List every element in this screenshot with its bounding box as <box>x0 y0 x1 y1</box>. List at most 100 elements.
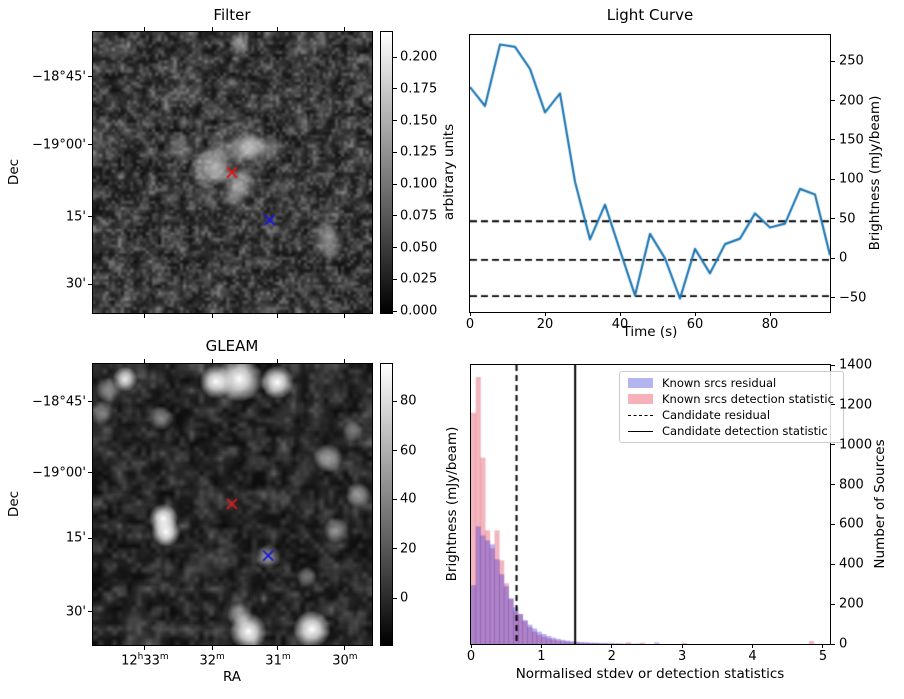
tick-label: 50 <box>839 211 856 227</box>
legend-label: Known srcs detection statistic <box>662 392 834 406</box>
tick-label: 0.025 <box>400 271 438 287</box>
legend-swatch-solid-line <box>628 430 653 432</box>
gleam-axes <box>92 363 373 646</box>
tick-label: 0.075 <box>400 208 438 224</box>
tick-mark <box>393 450 397 452</box>
tick-label: 0.000 <box>400 303 438 319</box>
tick-mark <box>393 400 397 402</box>
tick-label: 80 <box>400 393 417 409</box>
tick-mark <box>831 484 835 486</box>
tick-mark <box>277 27 279 31</box>
tick-mark <box>211 27 213 31</box>
tick-mark <box>344 27 346 31</box>
tick-label: 1 <box>537 649 546 664</box>
tick-label: −19°00' <box>31 465 86 481</box>
tick-label: 200 <box>839 93 864 108</box>
tick-mark <box>831 364 835 366</box>
gleam-title: GLEAM <box>205 337 259 355</box>
tick-mark <box>822 644 824 648</box>
tick-label: −18°45' <box>31 69 86 85</box>
gleam-xlabel: RA <box>222 669 242 685</box>
tick-label: 0.175 <box>400 81 438 97</box>
legend-label: Known srcs residual <box>662 376 777 390</box>
tick-label: 400 <box>839 556 864 572</box>
gleam-colorbar-label: Brightness (mJy/beam) <box>444 426 460 582</box>
tick-mark <box>831 444 835 446</box>
tick-mark <box>344 314 346 318</box>
tick-label: 3 <box>678 649 687 664</box>
tick-mark <box>393 151 397 153</box>
tick-label: 0.200 <box>400 49 438 65</box>
tick-mark <box>831 100 835 101</box>
tick-mark <box>831 404 835 406</box>
tick-label: 0.150 <box>400 113 438 128</box>
gleam-colorbar <box>380 363 393 646</box>
tick-mark <box>831 178 835 180</box>
tick-label: 60 <box>686 317 704 332</box>
tick-label: 150 <box>839 132 864 148</box>
tick-mark <box>393 310 397 312</box>
legend-swatch-patch <box>628 394 653 404</box>
gleam-ylabel: Dec <box>6 490 22 518</box>
tick-label: 31m <box>265 652 291 669</box>
tick-mark <box>831 257 835 259</box>
tick-label: 200 <box>839 596 864 612</box>
tick-mark <box>211 359 213 363</box>
histogram-legend: Known srcs residual Known srcs detection … <box>619 371 844 443</box>
filter-colorbar <box>380 31 393 314</box>
tick-label: 20 <box>536 317 554 332</box>
filter-image <box>93 32 372 313</box>
tick-mark <box>470 644 472 648</box>
tick-mark <box>88 611 92 613</box>
tick-mark <box>277 314 279 318</box>
tick-mark <box>831 523 835 525</box>
tick-mark <box>831 603 835 605</box>
legend-item: Candidate residual <box>628 408 834 422</box>
light-curve-ylabel: Brightness (mJy/beam) <box>867 95 883 251</box>
tick-label: 32m <box>199 652 225 669</box>
tick-mark <box>393 247 397 249</box>
tick-label: 30' <box>65 604 86 620</box>
tick-mark <box>144 314 146 318</box>
tick-label: 15' <box>65 530 86 546</box>
tick-mark <box>277 646 279 650</box>
tick-label: 20 <box>400 541 417 557</box>
light-curve-axes <box>469 34 831 313</box>
tick-mark <box>393 88 397 90</box>
tick-mark <box>393 278 397 280</box>
tick-mark <box>831 218 835 220</box>
tick-mark <box>88 401 92 403</box>
gleam-image <box>93 364 372 645</box>
tick-mark <box>611 644 613 648</box>
tick-mark <box>393 56 397 58</box>
tick-label: 30m <box>332 652 358 669</box>
tick-label: −18°45' <box>31 394 86 410</box>
legend-label: Candidate residual <box>662 408 771 422</box>
tick-label: −50 <box>839 290 867 306</box>
light-curve-plot <box>470 35 830 312</box>
tick-mark <box>752 644 754 648</box>
tick-label: 100 <box>839 171 864 187</box>
filter-colorbar-label: arbitrary units <box>441 123 457 221</box>
legend-item: Candidate detection statistic <box>628 424 834 438</box>
tick-mark <box>344 646 346 650</box>
tick-mark <box>88 283 92 285</box>
tick-label: 0.100 <box>400 176 438 192</box>
tick-mark <box>144 27 146 31</box>
tick-mark <box>344 359 346 363</box>
tick-label: 40 <box>400 491 417 507</box>
tick-label: 30' <box>65 276 86 292</box>
histogram-xlabel: Normalised stdev or detection statistics <box>515 666 785 682</box>
tick-mark <box>393 183 397 185</box>
tick-label: 250 <box>839 53 864 69</box>
tick-label: 1200 <box>839 397 873 413</box>
tick-label: 0 <box>400 590 409 606</box>
tick-label: 5 <box>818 649 828 664</box>
light-curve-title: Light Curve <box>606 6 694 24</box>
tick-label: 0 <box>839 250 848 266</box>
tick-mark <box>831 563 835 565</box>
tick-label: 0 <box>839 636 848 652</box>
light-curve-xlabel: Time (s) <box>622 324 678 340</box>
legend-swatch-patch <box>628 378 653 388</box>
